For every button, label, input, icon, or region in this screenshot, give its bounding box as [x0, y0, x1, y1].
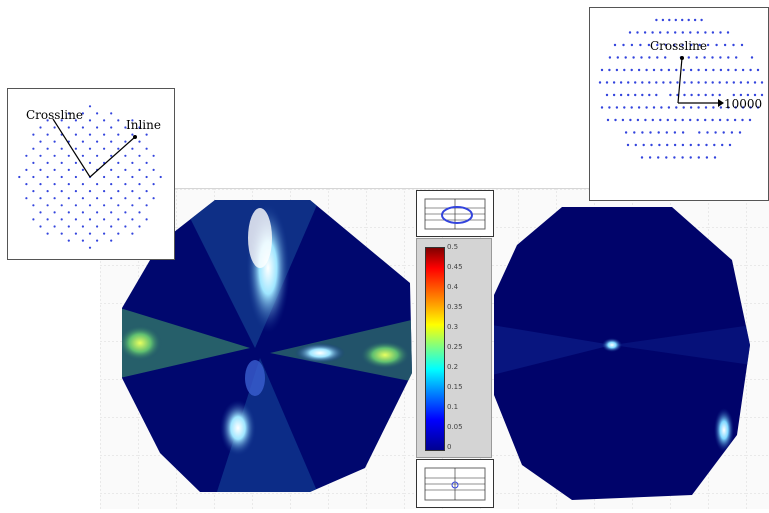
colorbar-panel: 0.5 0.45 0.4 0.35 0.3 0.25 0.2 0.15 0.1 0.05 0 — [416, 238, 492, 458]
colorbar-tick-label: 0.5 — [447, 243, 459, 251]
colorbar-tick-label: 0.4 — [447, 283, 459, 291]
colorbar-tick-label: 0.45 — [447, 263, 463, 271]
thumbnail-bottom-plot — [424, 467, 486, 501]
colorbar-tick-label: 0.3 — [447, 323, 459, 331]
thumbnail-top-plot — [424, 198, 486, 230]
thumbnail-bottom — [416, 459, 494, 508]
colorbar-tick-label: 0.2 — [447, 363, 459, 371]
colorbar-gradient — [425, 247, 445, 451]
right-inset-dots — [598, 18, 764, 159]
right-amplitude-map — [494, 207, 750, 500]
right-crossline-label: Crossline — [650, 39, 707, 53]
left-inset-dots — [18, 105, 162, 249]
left-inline-label: Inline — [126, 118, 161, 132]
colorbar-tick-label: 0.1 — [447, 403, 459, 411]
left-inset: Crossline Inline — [7, 88, 175, 260]
colorbar-tick-label: 0 — [447, 443, 452, 451]
colorbar-ticks: 0.5 0.45 0.4 0.35 0.3 0.25 0.2 0.15 0.1 0.05 0 — [447, 243, 487, 453]
right-inset-diagram: Crossline 10000 — [598, 18, 764, 159]
thumbnail-top — [416, 190, 494, 237]
left-amplitude-map — [122, 200, 412, 492]
right-inline-label: 10000 — [724, 97, 762, 111]
colorbar-tick-label: 0.05 — [447, 423, 463, 431]
colorbar-tick-label: 0.25 — [447, 343, 463, 351]
left-inset-diagram: Crossline Inline — [18, 105, 162, 249]
right-inset: Crossline 10000 — [589, 7, 769, 201]
colorbar-tick-label: 0.35 — [447, 303, 463, 311]
colorbar-tick-label: 0.15 — [447, 383, 463, 391]
left-crossline-label: Crossline — [26, 108, 83, 122]
